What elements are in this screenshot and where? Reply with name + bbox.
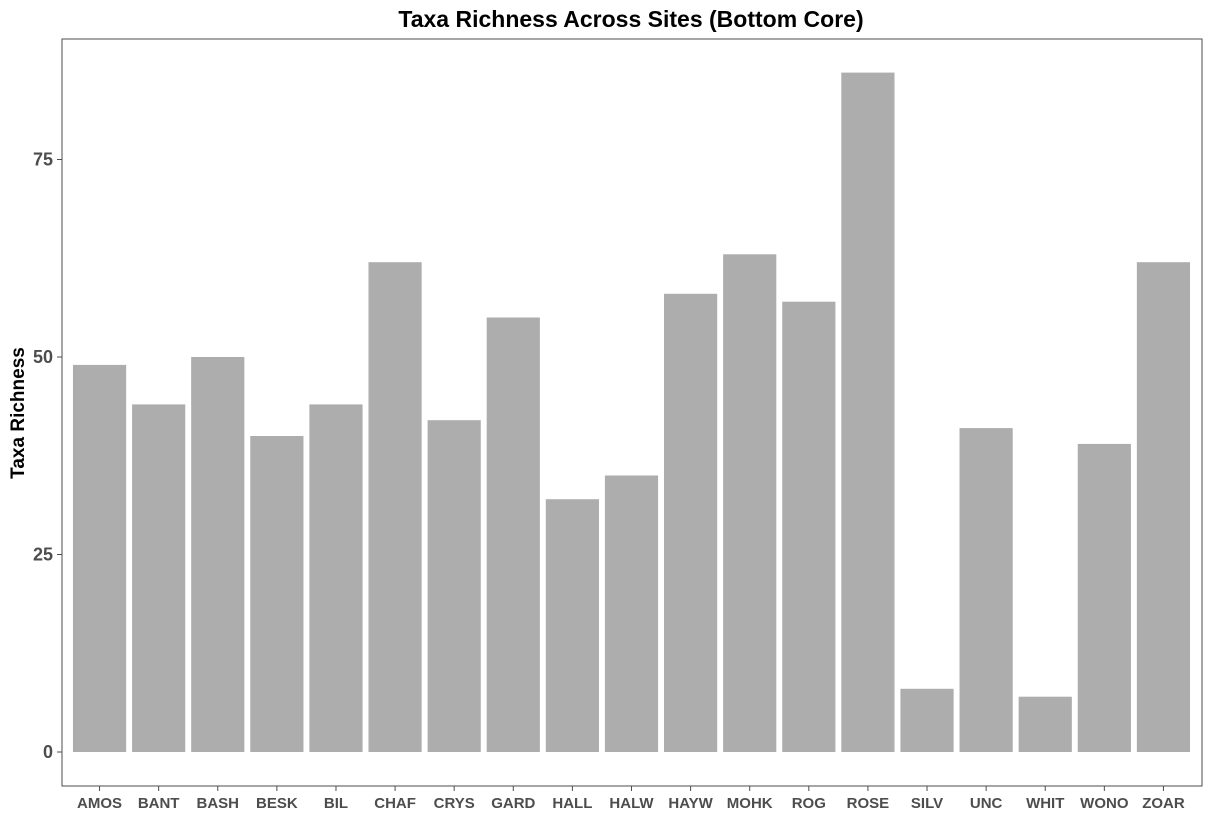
bar-gard xyxy=(486,317,540,752)
y-axis-ticks: 0 25 50 75 xyxy=(33,150,62,762)
bar-unc xyxy=(959,428,1013,752)
chart-title: Taxa Richness Across Sites (Bottom Core) xyxy=(398,6,863,32)
bar-whit xyxy=(1018,696,1072,752)
x-tick-label: AMOS xyxy=(77,795,122,812)
bar-halw xyxy=(604,475,659,752)
x-tick-label: BESK xyxy=(256,795,298,812)
x-tick-label: MOHK xyxy=(727,795,773,812)
x-tick-label: HALW xyxy=(609,795,654,812)
bar-hayw xyxy=(664,293,718,752)
bar-wono xyxy=(1077,443,1131,752)
bar-zoar xyxy=(1136,262,1191,752)
bar-rose xyxy=(841,72,895,753)
bar-bash xyxy=(191,357,245,752)
x-tick-label: HAYW xyxy=(668,795,713,812)
bar-mohk xyxy=(723,254,777,753)
x-tick-label: BANT xyxy=(138,795,180,812)
y-tick-label: 75 xyxy=(33,150,53,170)
bar-silv xyxy=(900,688,954,752)
bar-bant xyxy=(132,404,186,752)
bar-crys xyxy=(427,420,481,752)
x-tick-label: BASH xyxy=(197,795,240,812)
x-axis-ticks: AMOS BANT BASH BESK BIL CHAF CRYS GARD HALL HALW H… xyxy=(77,786,1185,812)
x-tick-label: ZOAR xyxy=(1142,795,1185,812)
x-tick-label: BIL xyxy=(324,795,348,812)
bar-bil xyxy=(309,404,363,752)
bar-besk xyxy=(250,436,304,752)
x-tick-label: HALL xyxy=(552,795,592,812)
x-tick-label: SILV xyxy=(911,795,943,812)
bar-rog xyxy=(782,301,836,752)
x-tick-label: ROG xyxy=(792,795,826,812)
bar-hall xyxy=(545,499,599,752)
y-tick-label: 0 xyxy=(43,742,53,762)
x-tick-label: CRYS xyxy=(434,795,475,812)
bars xyxy=(72,72,1191,753)
y-axis-title: Taxa Richness xyxy=(8,347,29,479)
x-tick-label: ROSE xyxy=(847,795,890,812)
y-tick-label: 25 xyxy=(33,545,53,565)
bar-chaf xyxy=(368,262,422,752)
x-tick-label: WHIT xyxy=(1026,795,1064,812)
bar-amos xyxy=(72,364,127,752)
x-tick-label: CHAF xyxy=(374,795,416,812)
x-tick-label: WONO xyxy=(1080,795,1129,812)
y-tick-label: 50 xyxy=(33,347,53,367)
x-tick-label: UNC xyxy=(970,795,1003,812)
x-tick-label: GARD xyxy=(491,795,535,812)
